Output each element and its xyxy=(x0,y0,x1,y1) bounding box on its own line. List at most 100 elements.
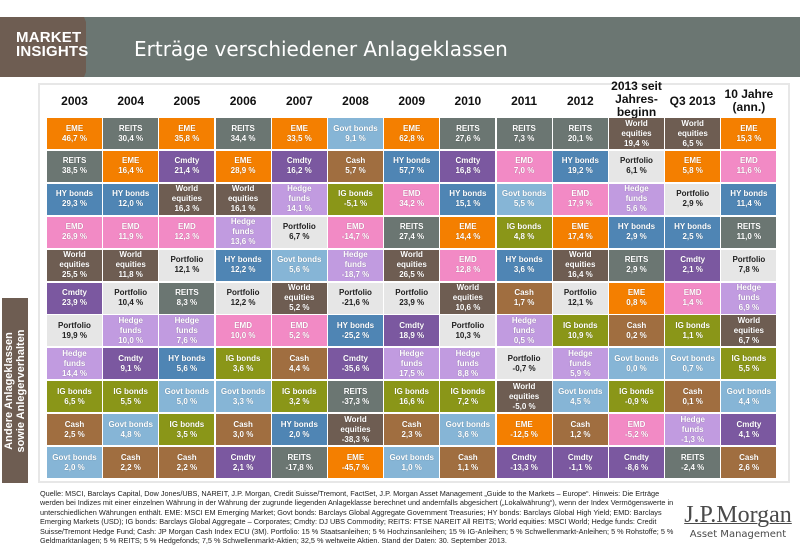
asset-cell: EME 28,9 % xyxy=(215,150,271,182)
asset-return: -25,2 % xyxy=(341,330,370,340)
asset-name: REITS xyxy=(456,123,480,133)
asset-cell: EMD -14,7 % xyxy=(328,216,383,248)
asset-name: Hedge xyxy=(174,315,200,325)
asset-cell: Cash 1,7 % xyxy=(496,282,552,314)
asset-return: 6,7 % xyxy=(738,335,760,345)
asset-return: 2,5 % xyxy=(682,232,703,242)
asset-name: HY bonds xyxy=(617,222,656,232)
asset-return: 12,0 % xyxy=(118,199,144,209)
asset-name: Cmdty xyxy=(567,452,593,462)
asset-return: 5,2 % xyxy=(289,330,310,340)
asset-name: EMD xyxy=(459,255,477,265)
asset-cell: Hedge funds 7,6 % xyxy=(159,315,215,347)
asset-cell: EME 46,7 % xyxy=(47,118,102,149)
asset-return: 11,6 % xyxy=(736,166,762,176)
asset-name: EME xyxy=(740,123,758,133)
asset-name: World xyxy=(288,283,311,292)
asset-return: 6,9 % xyxy=(738,303,760,312)
asset-cell: REITS 7,3 % xyxy=(496,118,552,149)
side-label-line-1: Andere Anlageklassen xyxy=(3,331,15,450)
column-header-line: 2006 xyxy=(229,93,257,108)
column-header-line: 2010 xyxy=(454,93,482,108)
asset-cell: World equities 16,1 % xyxy=(215,183,271,215)
asset-cell: Cash 2,5 % xyxy=(47,414,102,446)
asset-cell: Cash 3,0 % xyxy=(215,414,271,446)
asset-cell: EMD 1,4 % xyxy=(665,282,721,314)
asset-return: 2,3 % xyxy=(401,429,422,439)
asset-name: Portfolio xyxy=(507,353,541,363)
asset-cell: World equities 5,2 % xyxy=(271,282,327,314)
asset-return: 6,1 % xyxy=(626,166,647,176)
asset-name: Portfolio xyxy=(451,320,485,330)
asset-return: 46,7 % xyxy=(62,133,87,143)
asset-return: 19,2 % xyxy=(567,166,593,176)
asset-name: REITS xyxy=(118,123,143,133)
asset-return: 11,0 % xyxy=(736,232,762,242)
asset-name: World xyxy=(512,381,536,391)
asset-cell: World equities 10,6 % xyxy=(440,282,496,314)
asset-cell: Portfolio 6,7 % xyxy=(271,216,327,248)
asset-cell: World equities 6,5 % xyxy=(665,118,721,149)
asset-cell: REITS 11,0 % xyxy=(721,216,777,248)
asset-cell: World equities 6,7 % xyxy=(721,315,777,347)
asset-name: Govt bonds xyxy=(389,452,434,462)
asset-cell: Cmdty 16,2 % xyxy=(271,150,327,182)
asset-name: EMD xyxy=(515,156,533,166)
asset-name: Cash xyxy=(177,452,197,462)
asset-return: 4,1 % xyxy=(738,429,760,439)
asset-return: 9,1 % xyxy=(120,363,141,373)
asset-name: EME xyxy=(65,123,84,133)
column-header: 2008 xyxy=(328,86,383,116)
asset-return: -37,3 % xyxy=(341,396,370,406)
asset-name: Portfolio xyxy=(58,320,91,330)
asset-cell: REITS 34,4 % xyxy=(215,118,271,149)
asset-return: 4,4 % xyxy=(289,363,310,373)
column-header-line: beginn xyxy=(616,104,657,119)
asset-return: 35,8 % xyxy=(174,133,200,143)
asset-return: 2,2 % xyxy=(120,462,141,472)
asset-cell: REITS -37,3 % xyxy=(328,381,383,413)
asset-cell: Portfolio 10,4 % xyxy=(103,282,159,314)
asset-return: 17,4 % xyxy=(567,232,593,242)
asset-name: funds xyxy=(232,227,254,237)
asset-cell: REITS 20,1 % xyxy=(552,118,608,149)
asset-cell: REITS 27,6 % xyxy=(440,118,496,149)
asset-cell: Govt bonds 5,6 % xyxy=(271,249,327,281)
asset-name: Hedge xyxy=(511,315,537,325)
asset-name: HY bonds xyxy=(55,189,94,199)
asset-name: REITS xyxy=(343,386,368,396)
asset-name: Cmdty xyxy=(399,320,425,330)
asset-return: 3,6 % xyxy=(513,265,535,275)
asset-cell: Hedge funds -1,3 % xyxy=(665,414,721,446)
asset-name: IG bonds xyxy=(338,189,373,199)
column-header: 2003 xyxy=(47,86,102,116)
asset-cell: Cash 1,1 % xyxy=(440,447,496,478)
asset-name: Govt bonds xyxy=(164,386,210,396)
column-header-line: 2007 xyxy=(285,93,313,108)
asset-name: Govt bonds xyxy=(445,419,491,429)
asset-return: 16,4 % xyxy=(118,166,144,176)
asset-cell: HY bonds 12,2 % xyxy=(215,249,271,281)
asset-name: Cash xyxy=(739,452,759,462)
asset-name: EMD xyxy=(402,189,421,199)
asset-cell: HY bonds 29,3 % xyxy=(47,183,102,215)
asset-name: HY bonds xyxy=(224,255,262,265)
asset-cell: HY bonds 2,0 % xyxy=(271,414,327,446)
column-header-line: Q3 2013 xyxy=(669,93,716,108)
asset-return: 17,9 % xyxy=(567,199,593,209)
asset-cell: Cash 0,1 % xyxy=(665,381,721,413)
asset-cell: HY bonds 2,5 % xyxy=(665,216,721,248)
asset-cell: Cmdty 18,9 % xyxy=(384,315,440,347)
asset-return: 27,4 % xyxy=(399,232,425,242)
column-header: 2005 xyxy=(159,86,214,116)
asset-return: 3,3 % xyxy=(232,396,254,406)
asset-name: EME xyxy=(178,123,196,133)
footnote: Quelle: MSCI, Barclays Capital, Dow Jone… xyxy=(40,489,674,546)
asset-name: equities xyxy=(621,128,652,138)
asset-name: Hedge xyxy=(736,283,762,292)
asset-return: -5,2 % xyxy=(624,429,649,439)
asset-return: 16,1 % xyxy=(230,204,256,214)
asset-cell: IG bonds 10,9 % xyxy=(552,315,608,347)
asset-cell: Hedge funds 13,6 % xyxy=(215,216,271,248)
asset-name: REITS xyxy=(175,288,199,297)
